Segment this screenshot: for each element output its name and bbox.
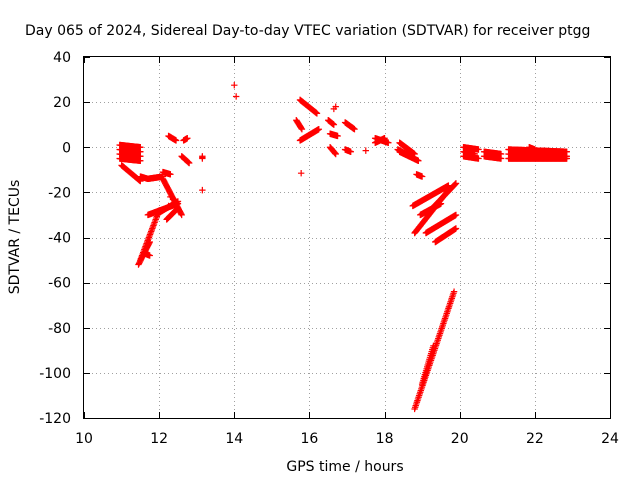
data-point — [330, 121, 338, 128]
plot-frame — [83, 56, 611, 419]
y-tick-label: -20 — [48, 185, 71, 201]
data-point — [155, 207, 163, 214]
data-point — [411, 155, 418, 162]
data-point — [174, 198, 182, 205]
data-point — [563, 155, 570, 162]
data-point — [232, 93, 240, 100]
data-point — [137, 157, 144, 164]
x-tick-label: 16 — [301, 431, 319, 447]
data-point — [297, 169, 305, 177]
data-point — [450, 288, 458, 295]
axis-ticks — [84, 57, 611, 419]
data-point — [174, 204, 182, 212]
data-point — [497, 155, 505, 162]
data-point — [146, 252, 153, 259]
data-point — [186, 159, 193, 167]
data-point — [351, 126, 358, 133]
grid-lines — [84, 57, 610, 418]
data-point — [471, 150, 478, 158]
data-point — [475, 155, 482, 162]
chart-title: Day 065 of 2024, Sidereal Day-to-day VTE… — [25, 23, 590, 39]
y-tick-label: -60 — [48, 276, 71, 292]
y-tick-label: -100 — [39, 366, 71, 382]
data-point — [167, 171, 174, 178]
data-point — [315, 126, 323, 133]
data-point — [381, 135, 388, 142]
y-axis-label: SDTVAR / TECUs — [7, 180, 23, 295]
data-point — [385, 139, 392, 146]
y-axis-tick-labels: -120 -100 -80 -60 -40 -20 0 20 40 — [39, 50, 71, 427]
data-point — [167, 193, 174, 201]
data-point — [452, 211, 460, 219]
x-tick-label: 20 — [451, 431, 469, 447]
data-point — [437, 200, 445, 207]
data-point — [231, 82, 238, 89]
data-point — [334, 132, 341, 140]
data-point — [199, 155, 206, 162]
data-point — [146, 238, 153, 246]
data-point — [298, 126, 306, 133]
data-point — [172, 137, 180, 144]
data-point — [332, 150, 339, 158]
data-point — [475, 146, 482, 153]
data-point — [452, 180, 460, 187]
data-point — [313, 110, 321, 117]
data-point — [452, 225, 460, 232]
data-point — [362, 147, 369, 154]
x-tick-label: 24 — [601, 431, 619, 447]
x-axis-label: GPS time / hours — [286, 459, 403, 475]
x-tick-label: 12 — [150, 431, 168, 447]
y-tick-label: 20 — [53, 95, 71, 111]
y-tick-label: 40 — [53, 50, 71, 66]
data-point — [178, 211, 185, 219]
data-point — [332, 103, 339, 110]
x-axis-tick-labels: 10 12 14 16 18 20 22 24 — [75, 431, 619, 447]
y-tick-label: -80 — [48, 321, 71, 337]
data-point — [347, 148, 354, 155]
data-point — [418, 173, 426, 180]
y-tick-label: -120 — [39, 411, 71, 427]
data-point — [199, 186, 206, 194]
x-tick-label: 22 — [526, 431, 544, 447]
data-point — [184, 135, 191, 142]
data-points — [116, 82, 570, 413]
x-tick-label: 14 — [225, 431, 243, 447]
y-tick-label: -40 — [48, 231, 71, 247]
data-point — [430, 342, 437, 349]
data-point — [165, 202, 172, 210]
y-tick-label: 0 — [62, 140, 71, 156]
x-tick-label: 18 — [376, 431, 394, 447]
data-point — [415, 157, 422, 164]
x-tick-label: 10 — [75, 431, 93, 447]
data-point — [531, 146, 539, 153]
